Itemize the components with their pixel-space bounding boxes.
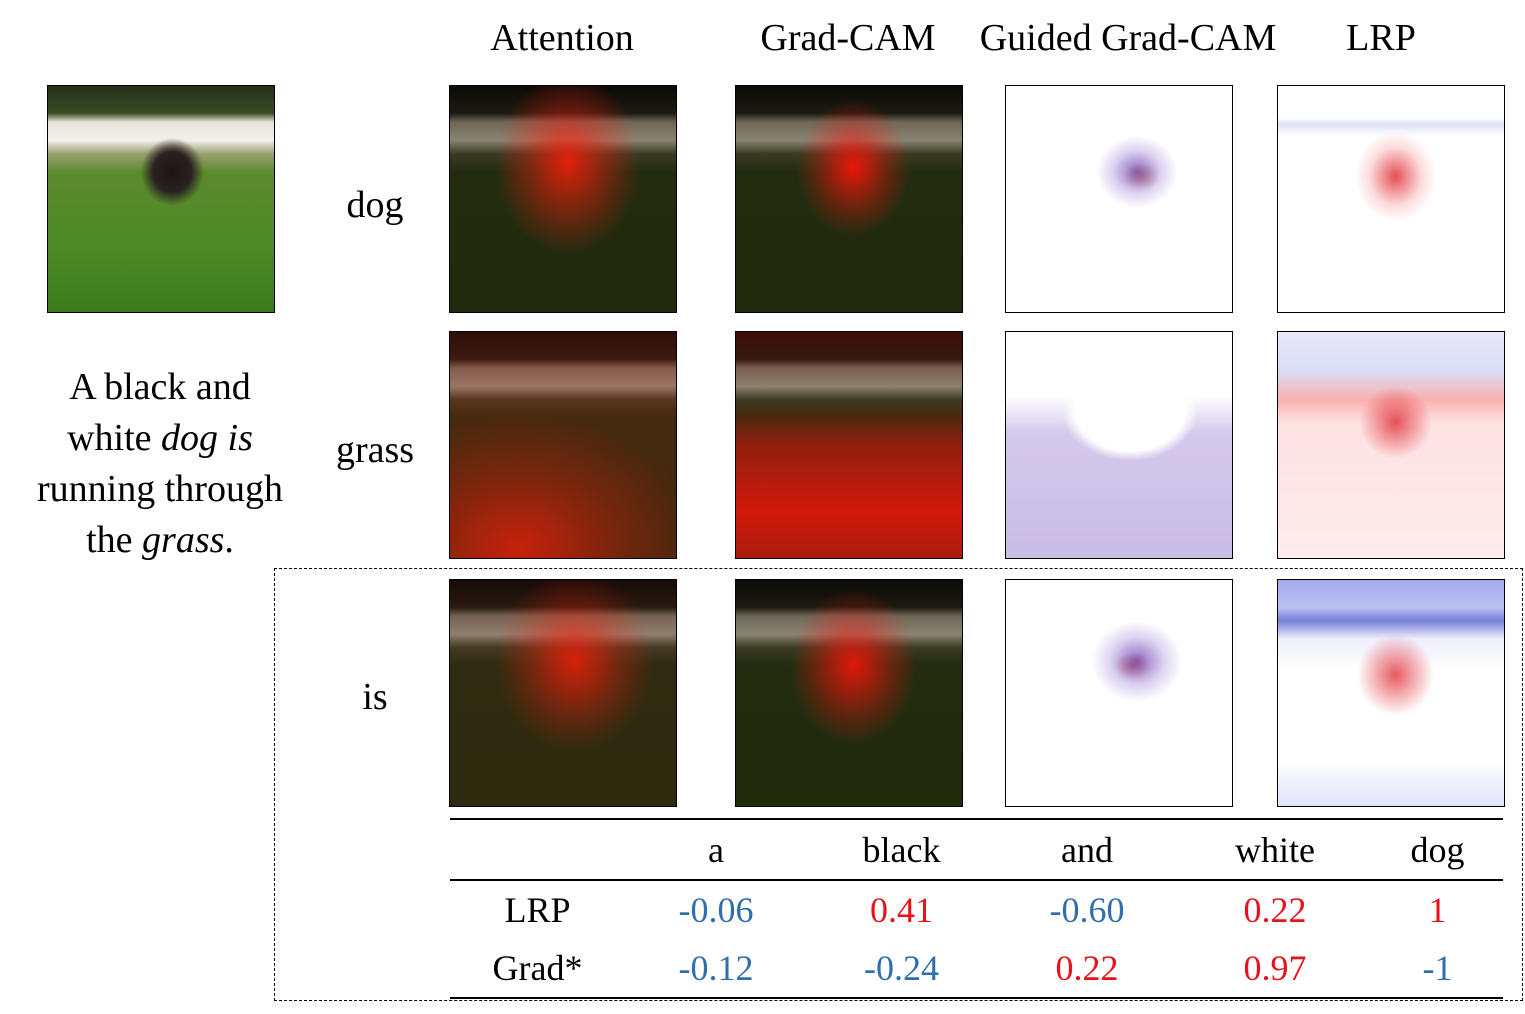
- table-cell: 1: [1428, 890, 1447, 930]
- attention-map-is: [449, 579, 677, 807]
- column-header-guided-grad-cam: Guided Grad-CAM: [979, 17, 1277, 59]
- table-cell: -0.12: [625, 939, 807, 999]
- table-corner: [450, 818, 625, 881]
- guided-grad-cam-map-is: [1005, 579, 1233, 807]
- column-header-lrp: LRP: [1346, 17, 1416, 59]
- table-cell: 0.97: [1177, 939, 1372, 999]
- table-cell: 0.22: [996, 939, 1178, 999]
- table-column-header: dog: [1371, 818, 1503, 881]
- table-column-header: a: [625, 818, 807, 881]
- lrp-map-grass: [1277, 331, 1505, 559]
- lrp-map-dog: [1277, 85, 1505, 313]
- row-label: Grad*: [450, 939, 625, 999]
- caption-text: white: [67, 417, 162, 459]
- caption-italic-text: dog is: [161, 417, 253, 459]
- original-image: [47, 85, 275, 313]
- row-label-dog: dog: [346, 184, 404, 226]
- lrp-map-is: [1277, 579, 1505, 807]
- table-cell: 0.41: [869, 890, 933, 930]
- table-cell: -0.24: [806, 939, 997, 999]
- grad-cam-map-grass: [735, 331, 963, 559]
- row-label: LRP: [504, 890, 571, 930]
- image-caption: A black and white dog is running through…: [10, 362, 310, 566]
- caption-text: A black and: [69, 366, 251, 408]
- table-column-header: and: [996, 818, 1178, 881]
- row-label-is: is: [362, 676, 388, 718]
- table-column-header: white: [1177, 818, 1372, 881]
- guided-grad-cam-map-dog: [1005, 85, 1233, 313]
- highlight-box: [274, 568, 1523, 1001]
- table-column-header: black: [806, 818, 997, 881]
- table-row: LRP -0.06 0.41 -0.60 0.22 1: [450, 880, 1503, 939]
- attention-map-dog: [449, 85, 677, 313]
- row-label-grass: grass: [335, 429, 415, 471]
- grad-cam-map-dog: [735, 85, 963, 313]
- caption-text: running through: [37, 468, 283, 510]
- grad-cam-map-is: [735, 579, 963, 807]
- caption-text: .: [224, 519, 234, 561]
- table-cell: 0.22: [1243, 890, 1307, 930]
- attention-map-grass: [449, 331, 677, 559]
- relevance-table: a black and white dog LRP -0.06 0.41 -0.…: [450, 818, 1503, 999]
- table-cell: -1: [1371, 939, 1503, 999]
- caption-italic-text: grass: [142, 519, 225, 561]
- table-header-row: a black and white dog: [450, 818, 1503, 881]
- table-row: Grad* -0.12 -0.24 0.22 0.97 -1: [450, 939, 1503, 999]
- table-cell: -0.60: [1049, 890, 1125, 930]
- table-cell: -0.06: [678, 890, 754, 930]
- column-header-grad-cam: Grad-CAM: [760, 17, 936, 59]
- column-header-attention: Attention: [490, 17, 634, 59]
- caption-text: the: [86, 519, 143, 561]
- guided-grad-cam-map-grass: [1005, 331, 1233, 559]
